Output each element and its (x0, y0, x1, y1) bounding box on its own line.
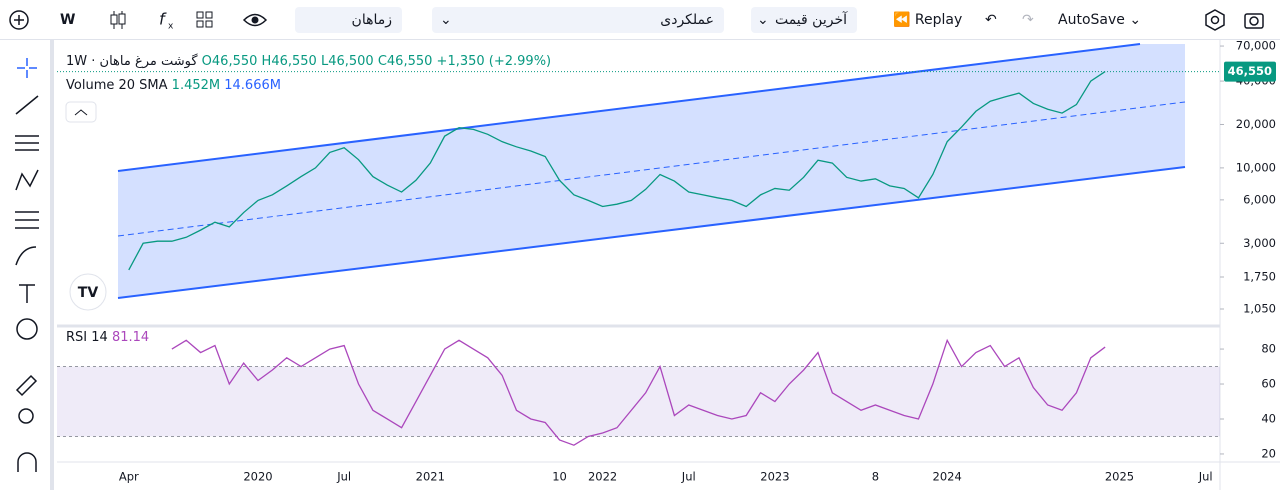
series-line (128, 71, 1106, 271)
add-symbol-icon[interactable] (8, 9, 30, 31)
replay-text: Replay (914, 12, 963, 28)
rsi-name: RSI 14 (66, 330, 108, 345)
autosave-button[interactable]: AutoSave ⌄ (1058, 12, 1142, 28)
collapse-legend[interactable] (65, 101, 97, 123)
x-tick-label: Jul (1198, 470, 1213, 484)
symbol-legend: گوشت مرغ ماهان · 1W O46,550 H46,550 L46,… (66, 50, 551, 74)
x-tick-label: Apr (119, 470, 139, 484)
text-tool[interactable] (19, 284, 35, 303)
drawing-toolbar (0, 40, 54, 490)
volume-sma: 14.666M (224, 78, 281, 93)
volume-name: Volume 20 SMA (66, 78, 168, 93)
search-box[interactable]: زماهان (295, 7, 402, 33)
chart-type-icon[interactable] (106, 8, 130, 32)
low: L46,500 (320, 54, 374, 69)
y-tick-label: 60 (1261, 377, 1276, 391)
series-line (171, 338, 1106, 446)
autosave-text: AutoSave (1058, 12, 1125, 28)
replay-button[interactable]: ⏪ Replay (893, 12, 963, 28)
snapshot-icon[interactable] (1242, 8, 1266, 32)
svg-text:TV: TV (78, 285, 99, 301)
x-tick-label: 10 (552, 470, 567, 484)
y-tick-label: 3,000 (1243, 236, 1276, 250)
brush-tool[interactable] (15, 246, 37, 266)
volume-legend: Volume 20 SMA 1.452M 14.666M (66, 74, 551, 98)
y-tick-label: 70,000 (1236, 40, 1276, 53)
rsi-legend: RSI 14 81.14 (66, 328, 149, 348)
line-tool[interactable] (15, 95, 39, 115)
svg-text:f: f (159, 10, 167, 29)
symbol-title: گوشت مرغ ماهان · 1W (66, 54, 198, 69)
channel-upper (117, 43, 1141, 172)
x-tick-label: 8 (872, 470, 879, 484)
x-tick-label: 2022 (588, 470, 617, 484)
high: H46,550 (261, 54, 317, 69)
forecast-tool[interactable] (15, 211, 39, 229)
last-price-box (1224, 61, 1276, 82)
last-price-label: 46,550 (1228, 64, 1272, 78)
x-tick-label: 2020 (243, 470, 272, 484)
chart-area: TV Apr 2020 Jul 2021 10 2022 Jul 2023 8 2024 2025 J… (57, 40, 1280, 490)
pattern-tool[interactable] (15, 169, 39, 191)
open: O46,550 (201, 54, 258, 69)
settings-icon[interactable] (1203, 8, 1227, 32)
rsi-value: 81.14 (111, 330, 150, 345)
symbol-text: عملکردی (660, 12, 714, 28)
magnet-tool[interactable] (17, 452, 37, 472)
undo-button[interactable]: ↶ (985, 12, 997, 28)
x-tick-label: Jul (681, 470, 696, 484)
y-tick-label: 40 (1261, 411, 1276, 425)
svg-text:x: x (168, 22, 174, 32)
x-tick-label: 2024 (933, 470, 962, 484)
y-tick-label: 20,000 (1236, 117, 1276, 131)
emoji-tool[interactable] (16, 318, 38, 340)
x-tick-label: 2023 (760, 470, 789, 484)
x-tick-label: 2025 (1105, 470, 1134, 484)
drawing-tools (15, 58, 39, 472)
redo-button[interactable]: ↷ (1022, 12, 1034, 28)
y-tick-label: 1,050 (1243, 301, 1276, 315)
price-type-text: آخرین قیمت (774, 12, 847, 28)
y-tick-label: 6,000 (1243, 192, 1276, 206)
search-text: زماهان (351, 12, 392, 28)
price-type-select[interactable]: آخرین قیمت ⌄ (751, 7, 857, 33)
interval-button[interactable]: W (60, 12, 76, 28)
collapse-arrow (74, 109, 88, 116)
fib-tool[interactable] (15, 135, 39, 151)
y-tick-label: 1,750 (1243, 270, 1276, 284)
x-tick-label: 2021 (416, 470, 445, 484)
legend: گوشت مرغ ماهان · 1W O46,550 H46,550 L46,… (66, 50, 551, 98)
ruler-tool[interactable] (15, 374, 38, 397)
symbol-select[interactable]: عملکردی ⌄ (432, 7, 724, 33)
volume: 1.452M (171, 78, 221, 93)
layout-icon[interactable] (194, 9, 216, 31)
y-tick-label: 80 (1261, 342, 1276, 356)
change: +1,350 (+2.99%) (436, 54, 552, 69)
channel-lower (117, 166, 1186, 299)
crosshair-tool[interactable] (17, 58, 37, 78)
x-tick-label: Jul (336, 470, 351, 484)
y-tick-label: 10,000 (1236, 160, 1276, 174)
channel-fill (118, 44, 1185, 298)
y-tick-label: 20 (1261, 446, 1276, 460)
watch-icon[interactable] (242, 9, 268, 31)
close: C46,550 (377, 54, 433, 69)
zoom-tool[interactable] (18, 408, 34, 424)
tv-logo: TV (69, 273, 107, 311)
